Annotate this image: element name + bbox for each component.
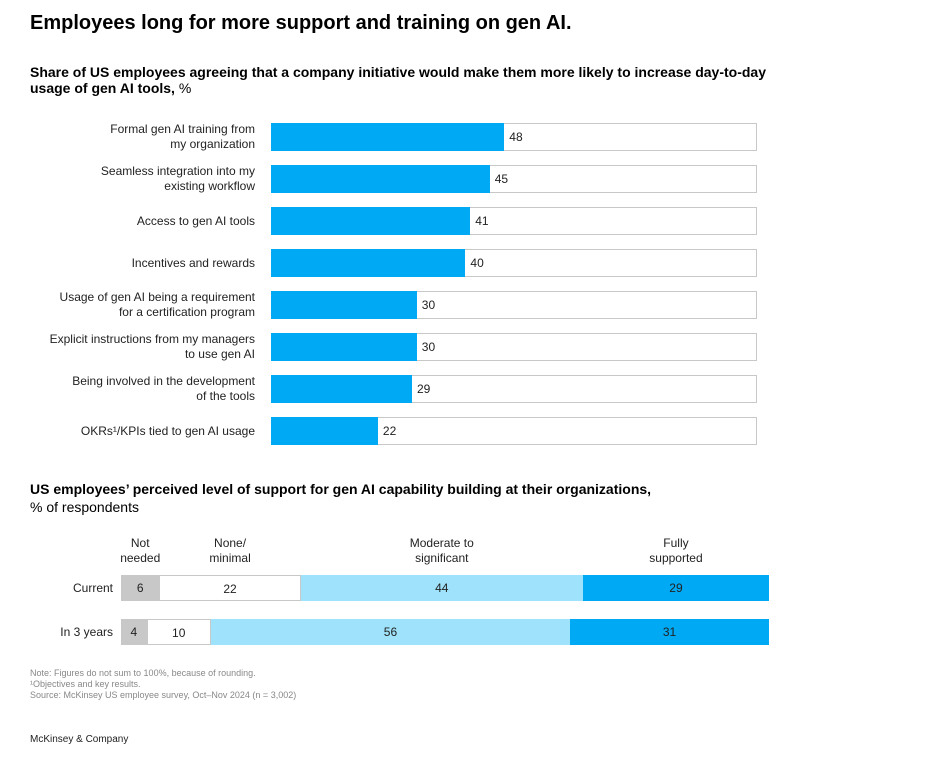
note-source: Source: McKinsey US employee survey, Oct… <box>30 690 297 700</box>
segment-header-line: minimal <box>209 551 251 565</box>
bar <box>271 207 471 235</box>
stacked-segment: 6 <box>121 575 160 601</box>
chart1-unit: % <box>178 80 192 96</box>
bar-label-line: to use gen AI <box>184 347 255 361</box>
bar-label: OKRs¹/KPIs tied to gen AI usage <box>25 424 255 439</box>
bar-label-line: existing workflow <box>164 179 255 193</box>
chart2-title-text: US employees’ perceived level of support… <box>30 481 652 497</box>
bar <box>271 249 466 277</box>
headline: Employees long for more support and trai… <box>30 12 572 34</box>
chart1-title: Share of US employees agreeing that a co… <box>30 64 790 96</box>
segment-header-line: Not <box>130 536 150 550</box>
bar-label-line: my organization <box>170 137 255 151</box>
bar-label: Seamless integration into my existing wor… <box>25 164 255 194</box>
bar-label-line: Being involved in the development <box>72 374 255 388</box>
bar-value-label: 45 <box>494 172 509 186</box>
bar-value-label: 41 <box>475 214 489 228</box>
stacked-segment: 22 <box>159 575 301 601</box>
stacked-segment: 4 <box>121 619 147 645</box>
bar <box>271 333 417 361</box>
bar-label: Access to gen AI tools <box>25 214 255 229</box>
bar-label: Being involved in the development of the … <box>25 374 255 404</box>
bar-label-line: Access to gen AI tools <box>136 213 255 228</box>
segment-header: Moderate to significant <box>382 536 502 566</box>
segment-header-line: supported <box>649 551 703 565</box>
chart2-title: US employees’ perceived level of support… <box>30 480 790 516</box>
bar-label-line: OKRs¹/KPIs tied to gen AI usage <box>80 423 255 438</box>
note-okr: ¹Objectives and key results. <box>30 679 141 689</box>
bar-value-label: 30 <box>421 340 436 354</box>
bar <box>271 375 412 403</box>
bar-label-line: Formal gen AI training from <box>110 122 255 136</box>
bar-label-line: Usage of gen AI being a requirement <box>59 290 255 304</box>
segment-header: None/minimal <box>170 536 290 566</box>
footnotes: Note: Figures do not sum to 100%, becaus… <box>30 668 296 701</box>
chart1-title-text: Share of US employees agreeing that a co… <box>30 64 767 96</box>
bar-label-line: Seamless integration into my <box>100 164 255 178</box>
bar-label: Formal gen AI training from my organizati… <box>25 122 255 152</box>
bar-value-label: 22 <box>382 424 397 438</box>
stacked-segment: 10 <box>146 619 211 645</box>
row-label: In 3 years <box>60 625 113 639</box>
stacked-segment: 56 <box>210 619 571 645</box>
bar-label: Explicit instructions from my managers to… <box>25 332 255 362</box>
bar <box>271 165 490 193</box>
stacked-segment: 44 <box>300 575 583 601</box>
bar <box>271 123 505 151</box>
bar-value-label: 30 <box>421 298 436 312</box>
bar <box>271 417 378 445</box>
note-rounding: Note: Figures do not sum to 100%, becaus… <box>30 668 256 678</box>
bar-value-label: 48 <box>509 130 523 144</box>
bar <box>271 291 417 319</box>
brand-logo-text: McKinsey & Company <box>30 734 129 745</box>
segment-header: Not needed <box>80 536 200 566</box>
stacked-segment: 31 <box>570 619 769 645</box>
bar-label: Incentives and rewards <box>25 256 255 271</box>
bar-value-label: 40 <box>470 256 484 270</box>
bar-label-line: of the tools <box>196 389 255 403</box>
chart2-unit: % of respondents <box>30 499 139 515</box>
stacked-segment: 29 <box>582 575 769 601</box>
segment-header: Fully supported <box>616 536 736 566</box>
bar-label-line: for a certification program <box>118 305 255 319</box>
bar-label-line: Incentives and rewards <box>131 255 255 270</box>
segment-header-line: significant <box>415 551 469 565</box>
row-label: Current <box>72 581 113 595</box>
bar-label: Usage of gen AI being a requirement for a… <box>25 290 255 320</box>
bar-label-line: Explicit instructions from my managers <box>49 332 255 346</box>
bar-value-label: 29 <box>416 382 431 396</box>
segment-header-line: Moderate to <box>409 536 474 550</box>
segment-header-line: None/ <box>214 536 247 550</box>
segment-header-line: needed <box>120 551 161 565</box>
segment-header-line: Fully <box>663 536 689 550</box>
